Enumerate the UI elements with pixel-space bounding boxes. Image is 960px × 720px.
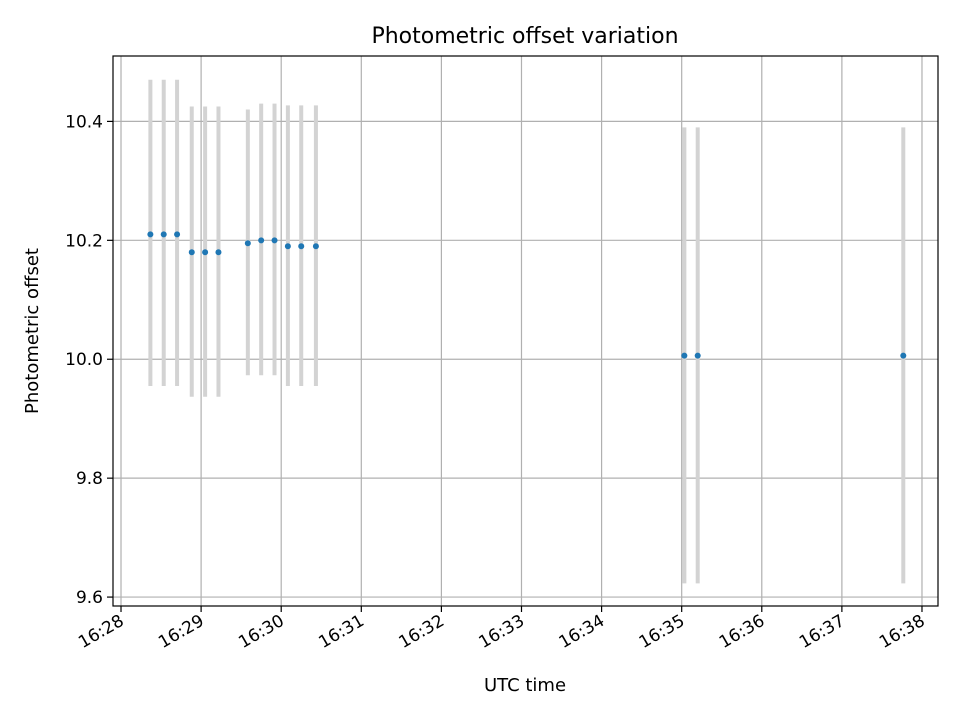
data-point <box>312 243 319 250</box>
y-tick-label: 10.2 <box>65 231 103 251</box>
data-point <box>174 231 181 238</box>
data-point <box>900 352 907 359</box>
axes-frame <box>112 55 939 607</box>
y-tick-label: 10.0 <box>65 350 103 370</box>
y-axis-label: Photometric offset <box>22 248 43 414</box>
y-tick-label: 9.8 <box>76 469 103 489</box>
y-ticks: 9.6 9.8 10.0 10.2 10.4 <box>65 112 113 608</box>
data-point <box>258 237 265 244</box>
data-point <box>694 352 701 359</box>
grid <box>113 56 938 606</box>
y-tick-label: 10.4 <box>65 112 103 132</box>
data-point <box>244 240 251 247</box>
data-point <box>147 231 154 238</box>
chart-title: Photometric offset variation <box>371 24 678 49</box>
data-point <box>215 249 222 256</box>
data-point <box>271 237 278 244</box>
data-point <box>298 243 305 250</box>
data-point <box>188 249 195 256</box>
data-point <box>160 231 167 238</box>
data-points <box>147 231 907 359</box>
data-point <box>284 243 291 250</box>
x-axis-label: UTC time <box>484 675 566 696</box>
data-point <box>681 352 688 359</box>
data-point <box>202 249 209 256</box>
y-tick-label: 9.6 <box>76 588 103 608</box>
